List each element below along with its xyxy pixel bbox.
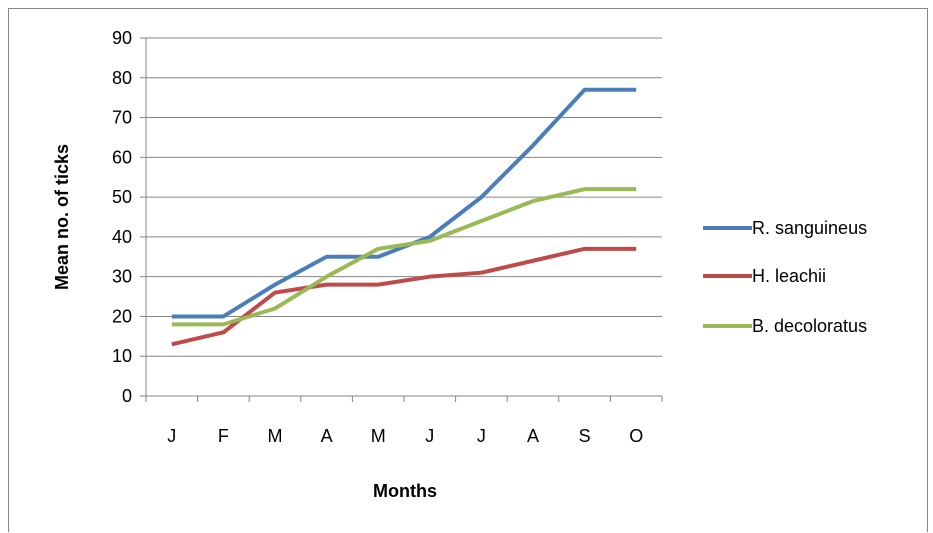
y-tick-labels: 0 10 20 30 40 50 60 70 80 90 bbox=[112, 28, 132, 406]
y-tick-label: 80 bbox=[112, 68, 132, 88]
series-line-1 bbox=[171, 246, 637, 347]
y-tick-label: 60 bbox=[112, 147, 132, 167]
y-tick-label: 50 bbox=[112, 187, 132, 207]
x-tick-label: M bbox=[371, 426, 386, 446]
y-tick-label: 90 bbox=[112, 28, 132, 48]
x-tick-label: J bbox=[477, 426, 486, 446]
series-line-2 bbox=[171, 187, 637, 327]
x-tick-label: S bbox=[579, 426, 591, 446]
x-tick-label: A bbox=[321, 426, 333, 446]
y-tick-label: 20 bbox=[112, 306, 132, 326]
x-tick-label: O bbox=[629, 426, 643, 446]
y-tick-label: 30 bbox=[112, 267, 132, 287]
x-axis-title: Months bbox=[373, 481, 437, 501]
legend: R. sanguineus H. leachii B. decoloratus bbox=[703, 218, 867, 336]
x-tick-label: M bbox=[268, 426, 283, 446]
x-tick-label: J bbox=[167, 426, 176, 446]
series-lines bbox=[171, 87, 637, 347]
legend-label: H. leachii bbox=[752, 266, 826, 286]
y-axis-title: Mean no. of ticks bbox=[52, 144, 72, 290]
y-tick-label: 10 bbox=[112, 346, 132, 366]
y-tick-label: 70 bbox=[112, 108, 132, 128]
x-tick-label: J bbox=[425, 426, 434, 446]
y-tick-label: 0 bbox=[122, 386, 132, 406]
axes bbox=[145, 38, 663, 402]
x-tick-label: A bbox=[527, 426, 539, 446]
legend-label: R. sanguineus bbox=[752, 218, 867, 238]
chart-frame bbox=[8, 8, 928, 532]
x-tick-label: F bbox=[218, 426, 229, 446]
y-tick-label: 40 bbox=[112, 227, 132, 247]
legend-label: B. decoloratus bbox=[752, 316, 867, 336]
